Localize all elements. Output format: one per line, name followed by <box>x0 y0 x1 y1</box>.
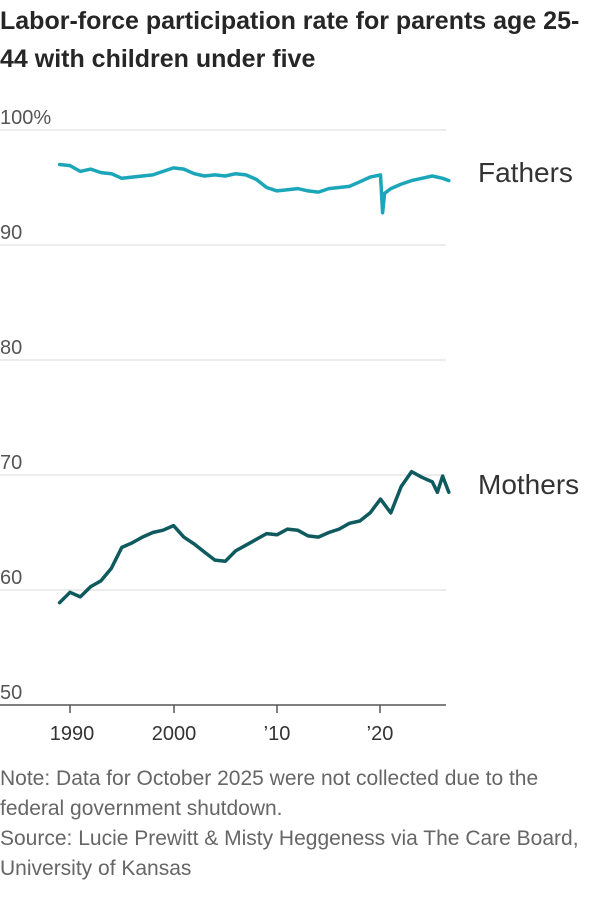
series-label-fathers: Fathers <box>478 157 573 188</box>
grid <box>0 129 446 706</box>
x-tick-label: 2000 <box>152 723 197 745</box>
footnotes: Note: Data for October 2025 were not col… <box>0 764 595 884</box>
x-tick-label: ’10 <box>264 723 291 745</box>
line-chart: 100% 90 80 70 60 50 1990 2000 ’10 ’20 Fa… <box>0 107 579 745</box>
x-tick-label: ’20 <box>367 723 394 745</box>
y-tick-label: 60 <box>0 567 22 589</box>
series-label-mothers: Mothers <box>478 469 579 500</box>
series-layer <box>57 162 451 605</box>
chart-note: Note: Data for October 2025 were not col… <box>0 767 539 820</box>
y-tick-label: 70 <box>0 452 22 474</box>
series-line-fathers <box>57 162 451 215</box>
chart-title: Labor-force participation rate for paren… <box>0 7 580 73</box>
x-axis-ticks: 1990 2000 ’10 ’20 <box>50 705 394 745</box>
series-line-mothers <box>57 469 451 605</box>
x-tick-label: 1990 <box>50 723 95 745</box>
y-tick-label: 90 <box>0 222 22 244</box>
chart-source: Source: Lucie Prewitt & Misty Heggeness … <box>0 827 579 880</box>
y-tick-label: 50 <box>0 682 22 704</box>
y-tick-label: 100% <box>0 107 51 129</box>
y-axis-ticks: 100% 90 80 70 60 50 <box>0 107 51 704</box>
y-tick-label: 80 <box>0 337 22 359</box>
